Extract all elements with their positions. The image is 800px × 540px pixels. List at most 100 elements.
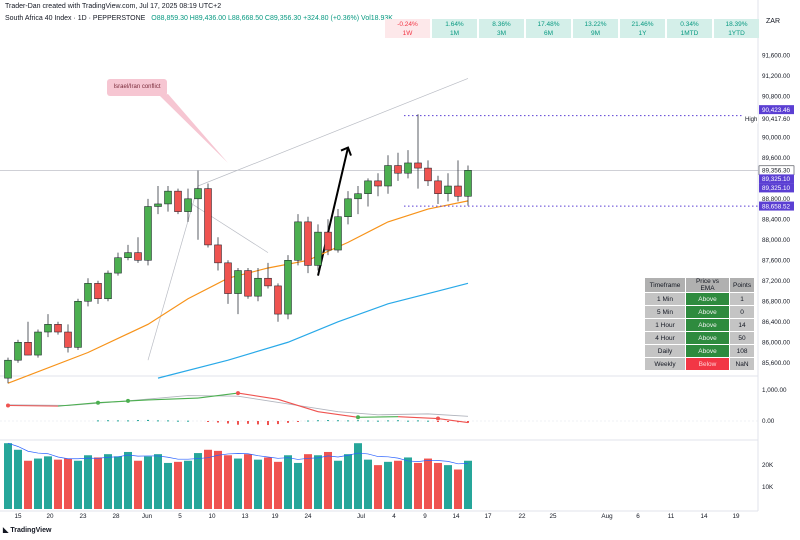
oscillator-signal-line <box>7 395 469 417</box>
timeframe-cell: 4 Hour <box>644 331 686 345</box>
time-tick-label: 4 <box>392 513 396 520</box>
oscillator-histogram-bar <box>167 420 169 422</box>
high-tag-label: High <box>745 117 757 123</box>
performance-cell[interactable]: 17.48% 6M <box>526 19 571 38</box>
high-tag <box>743 114 758 124</box>
candle <box>64 324 72 353</box>
oscillator-histogram-bar <box>447 421 449 422</box>
performance-cell[interactable]: 18.39% 1YTD <box>714 19 759 38</box>
candlesticks[interactable] <box>4 114 472 384</box>
price-tag <box>759 201 794 211</box>
candle-body <box>34 331 42 356</box>
volume-bar <box>154 454 162 509</box>
candle-body <box>14 342 22 361</box>
performance-cell[interactable]: 0.34% 1MTD <box>667 19 712 38</box>
volume-bar <box>134 460 142 509</box>
volume-bar <box>124 451 132 509</box>
candle <box>434 175 442 204</box>
candle <box>334 209 342 253</box>
ema-long-line <box>157 282 469 379</box>
oscillator-cross-dot <box>96 400 100 405</box>
trend-line <box>147 185 199 361</box>
time-tick-label: 13 <box>241 513 249 520</box>
volume-bar <box>444 465 452 509</box>
volume-bar <box>114 456 122 509</box>
candle-body <box>64 331 72 348</box>
candle <box>154 186 162 215</box>
volume-bar <box>14 449 22 509</box>
oscillator-line-segment <box>197 392 239 399</box>
price-tag <box>759 174 794 184</box>
trend-arrow <box>317 147 349 276</box>
table-row: 5 Min Above 0 <box>644 305 756 319</box>
candle-body <box>454 185 462 197</box>
candle-body <box>94 283 102 299</box>
oscillator-line-segment <box>397 416 439 420</box>
price-tick-label: 87,200.00 <box>762 278 791 285</box>
oscillator-histogram-bar <box>417 420 419 422</box>
candle-body <box>434 180 442 194</box>
trend-line <box>187 201 269 253</box>
volume-bar <box>424 458 432 509</box>
volume-bar <box>254 459 262 509</box>
volume-bar <box>314 455 322 509</box>
oscillator-histogram-bar <box>327 420 329 422</box>
performance-value: 0.34% <box>680 21 699 28</box>
oscillator-cross-dot <box>236 391 240 396</box>
timeframe-cell: Weekly <box>644 357 686 371</box>
candle <box>294 214 302 266</box>
oscillator-histogram-bar <box>467 421 469 423</box>
candle <box>344 191 352 225</box>
candle <box>314 224 322 271</box>
candle-body <box>204 188 212 246</box>
candle <box>94 280 102 304</box>
candle <box>104 270 112 302</box>
candle-body <box>274 285 282 315</box>
oscillator-histogram-bar <box>247 421 249 424</box>
oscillator-histogram-bar <box>407 420 409 422</box>
performance-period: 1M <box>449 30 460 37</box>
oscillator-histogram-bar <box>147 419 149 421</box>
candle <box>144 198 152 266</box>
price-tick-label: 91,200.00 <box>762 73 791 80</box>
price-tag <box>759 183 794 193</box>
candle <box>284 255 292 320</box>
time-tick-label: Jul <box>357 513 365 520</box>
oscillator-histogram-bar <box>237 421 239 425</box>
dotted-levels <box>404 115 758 207</box>
ema-status-table: Timeframe Price vs EMA Points 1 Min Above… <box>644 277 756 371</box>
volume-bar <box>374 465 382 509</box>
time-tick-label: 19 <box>271 513 279 520</box>
points-cell: NaN <box>728 357 756 371</box>
candle-body <box>314 231 322 266</box>
oscillator-histogram-bar <box>297 421 299 422</box>
volume-bar <box>24 460 32 509</box>
performance-cell[interactable]: 1.64% 1M <box>432 19 477 38</box>
performance-cell[interactable]: -0.24% 1W <box>385 19 430 38</box>
tradingview-icon: ◣ <box>3 527 11 534</box>
volume-bar <box>414 462 422 509</box>
performance-cell[interactable]: 21.46% 1Y <box>620 19 665 38</box>
annotation-callout[interactable]: Israel/Iran conflict <box>107 79 167 96</box>
oscillator-pane: 1,000.00 0.00 <box>0 387 787 426</box>
performance-period: 1Y <box>638 30 647 37</box>
annotation-pointer <box>160 94 228 163</box>
performance-cell[interactable]: 8.36% 3M <box>479 19 524 38</box>
volume-bar <box>364 459 372 509</box>
oscillator-tick-label: 0.00 <box>762 418 775 425</box>
performance-value: 8.36% <box>492 21 511 28</box>
price-tag-label: 90,423.46 <box>762 107 791 114</box>
price-axis: 85,600.00 86,000.00 86,400.00 86,800.00 87,2… <box>743 52 795 367</box>
price-tick-label: 86,400.00 <box>762 319 791 326</box>
volume-bar <box>94 457 102 509</box>
oscillator-histogram-bar <box>107 420 109 422</box>
candle-body <box>374 180 382 187</box>
oscillator-histogram-bar <box>277 421 279 425</box>
tradingview-logo[interactable]: ◣ TradingView <box>3 526 51 534</box>
oscillator-cross-dot <box>356 415 360 420</box>
candle <box>174 188 182 215</box>
table-row: 1 Hour Above 14 <box>644 318 756 332</box>
performance-cell[interactable]: 13.22% 9M <box>573 19 618 38</box>
points-cell: 50 <box>728 331 756 345</box>
